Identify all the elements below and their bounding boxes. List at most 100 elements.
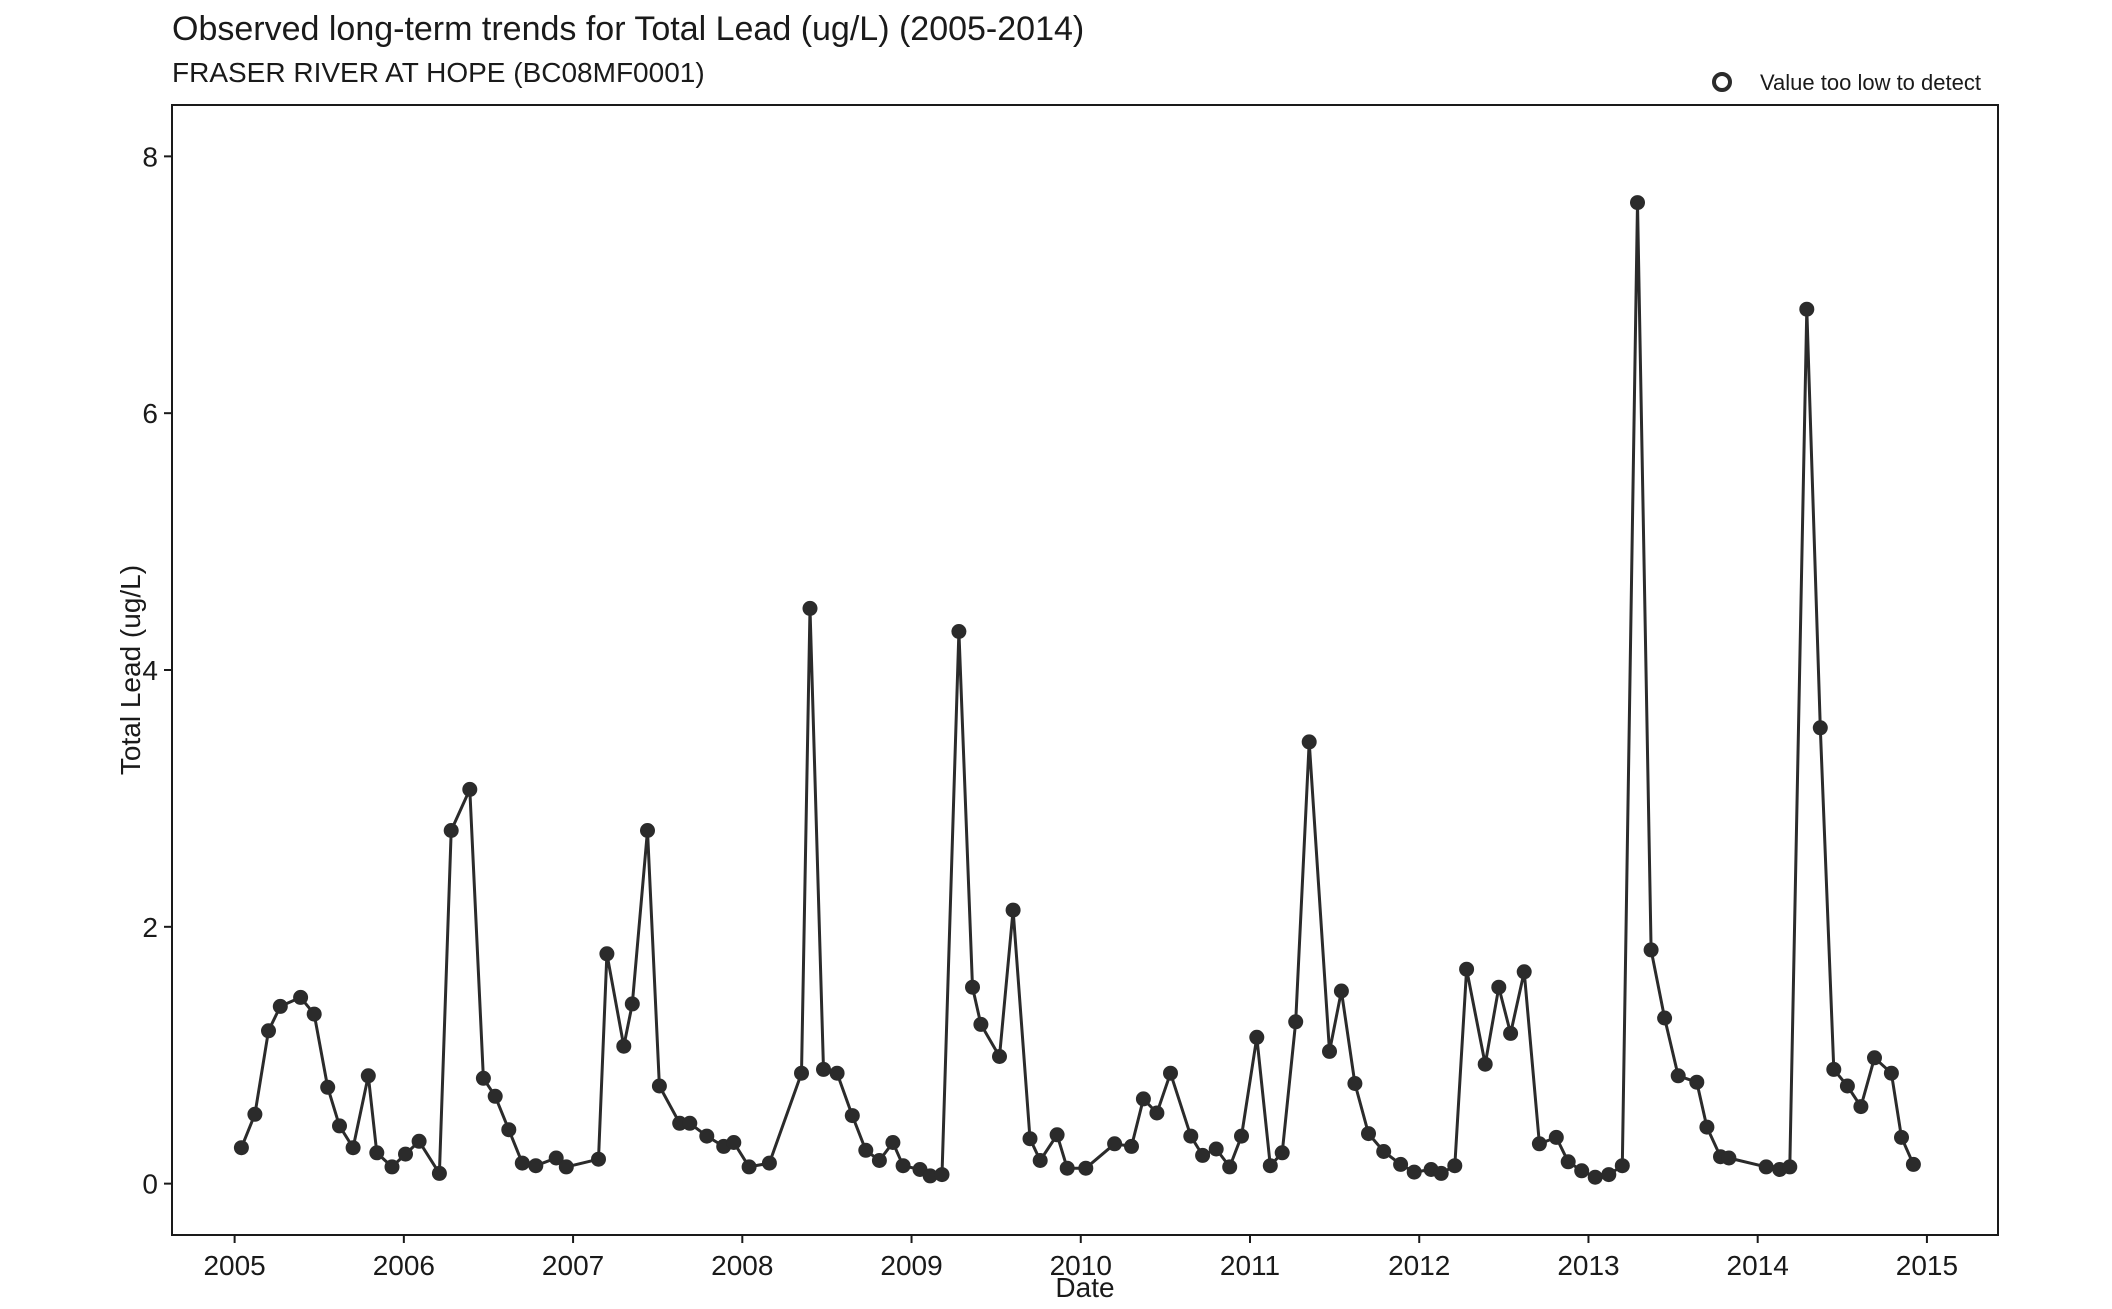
data-point: [1758, 1159, 1774, 1175]
data-point: [1005, 902, 1021, 918]
data-point: [802, 600, 818, 616]
data-point: [1135, 1091, 1151, 1107]
x-tick-label: 2009: [880, 1250, 942, 1281]
data-point: [1587, 1169, 1603, 1185]
chart-subtitle: FRASER RIVER AT HOPE (BC08MF0001): [172, 57, 705, 88]
data-point: [1022, 1131, 1038, 1147]
data-point: [1301, 734, 1317, 750]
data-point: [1670, 1068, 1686, 1084]
data-point: [1630, 195, 1645, 211]
data-point: [844, 1108, 860, 1124]
data-point: [247, 1106, 263, 1122]
data-point: [1548, 1129, 1564, 1145]
data-point: [514, 1155, 530, 1171]
data-point: [1433, 1165, 1449, 1181]
data-point: [1905, 1156, 1921, 1172]
data-point: [1812, 720, 1828, 736]
data-point: [233, 1140, 249, 1156]
data-point: [1491, 979, 1507, 995]
data-point: [624, 996, 640, 1012]
data-point: [1894, 1129, 1909, 1145]
data-point: [1274, 1145, 1290, 1161]
data-point: [475, 1070, 491, 1086]
data-point: [682, 1115, 698, 1131]
data-point: [1149, 1105, 1165, 1121]
data-point: [1195, 1147, 1211, 1163]
data-point: [761, 1155, 777, 1171]
data-point: [1689, 1074, 1705, 1090]
data-point: [1234, 1128, 1249, 1144]
data-point: [1782, 1159, 1798, 1175]
data-point: [384, 1159, 400, 1175]
data-point: [1183, 1128, 1199, 1144]
data-point: [1643, 942, 1659, 958]
data-point: [1459, 961, 1475, 977]
y-tick-label: 2: [142, 912, 158, 943]
data-point: [1376, 1144, 1392, 1159]
data-point: [816, 1061, 831, 1077]
data-point: [1361, 1126, 1376, 1142]
data-point: [1059, 1160, 1075, 1176]
data-point: [1477, 1056, 1493, 1072]
plot-panel: [171, 104, 1999, 1236]
data-point: [332, 1118, 347, 1134]
x-tick-label: 2006: [373, 1250, 435, 1281]
data-point: [858, 1142, 874, 1158]
y-axis-title: Total Lead (ug/L): [115, 565, 146, 775]
data-point: [431, 1165, 447, 1181]
data-point: [1826, 1061, 1842, 1077]
data-point: [501, 1122, 517, 1138]
data-point: [1447, 1158, 1463, 1174]
data-point: [272, 998, 288, 1014]
data-point: [1839, 1078, 1855, 1094]
data-point: [345, 1140, 361, 1156]
x-tick-label: 2005: [203, 1250, 265, 1281]
x-tick-label: 2007: [542, 1250, 604, 1281]
x-axis: 2005 2006 2007 2008 2009 2010 2011 2012 2013 2014…: [203, 1235, 1958, 1281]
data-point: [591, 1151, 606, 1167]
data-point: [922, 1168, 938, 1184]
data-point: [951, 624, 967, 639]
data-point: [1853, 1099, 1869, 1115]
x-tick-label: 2014: [1727, 1250, 1789, 1281]
data-point: [1406, 1164, 1422, 1180]
data-point: [1347, 1076, 1363, 1091]
series-layer: [233, 195, 1921, 1185]
data-point: [1032, 1153, 1048, 1168]
data-point: [973, 1016, 989, 1032]
data-point: [1614, 1158, 1630, 1174]
data-point: [1516, 964, 1532, 980]
data-point: [794, 1065, 809, 1081]
data-point: [261, 1023, 276, 1039]
data-point: [487, 1088, 503, 1104]
data-point: [741, 1159, 757, 1175]
data-point: [726, 1135, 742, 1150]
data-point: [1107, 1136, 1123, 1152]
data-point: [1531, 1136, 1547, 1152]
x-tick-label: 2010: [1050, 1250, 1112, 1281]
data-point: [1333, 983, 1349, 999]
data-point: [1601, 1167, 1617, 1183]
data-point: [462, 781, 478, 797]
data-point: [1657, 1010, 1673, 1026]
data-point: [699, 1128, 715, 1144]
data-point: [640, 823, 655, 838]
y-axis: 0 2 4 6 8: [142, 141, 172, 1200]
data-point: [411, 1133, 427, 1149]
data-point: [1208, 1141, 1224, 1157]
chart-title: Observed long-term trends for Total Lead…: [172, 10, 1084, 48]
data-point: [320, 1079, 336, 1095]
data-point: [360, 1068, 376, 1084]
data-point: [443, 823, 459, 838]
data-point: [871, 1153, 887, 1168]
data-point: [1883, 1065, 1899, 1081]
data-point: [651, 1078, 667, 1094]
data-point: [1721, 1150, 1737, 1166]
data-point: [1867, 1050, 1882, 1066]
y-tick-label: 4: [142, 655, 158, 686]
data-point: [398, 1146, 413, 1162]
legend-label: Value too low to detect: [1760, 70, 1981, 95]
data-point: [616, 1038, 632, 1054]
data-point: [1124, 1138, 1139, 1154]
